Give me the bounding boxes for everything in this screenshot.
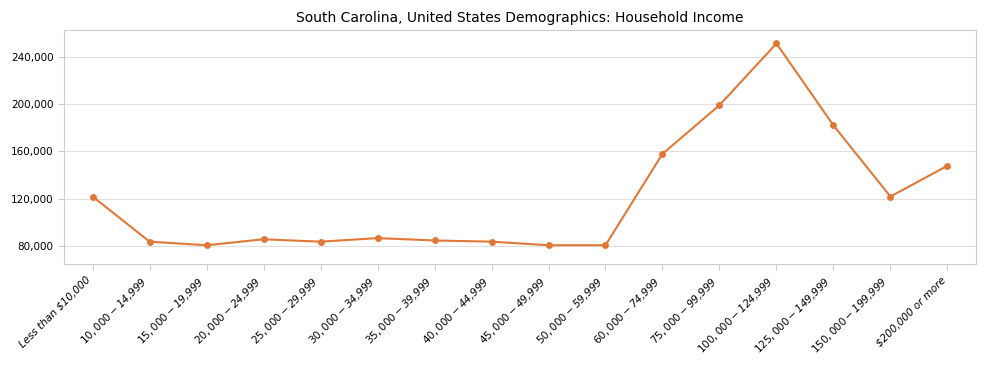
Title: South Carolina, United States Demographics: Household Income: South Carolina, United States Demographi…: [296, 11, 743, 25]
